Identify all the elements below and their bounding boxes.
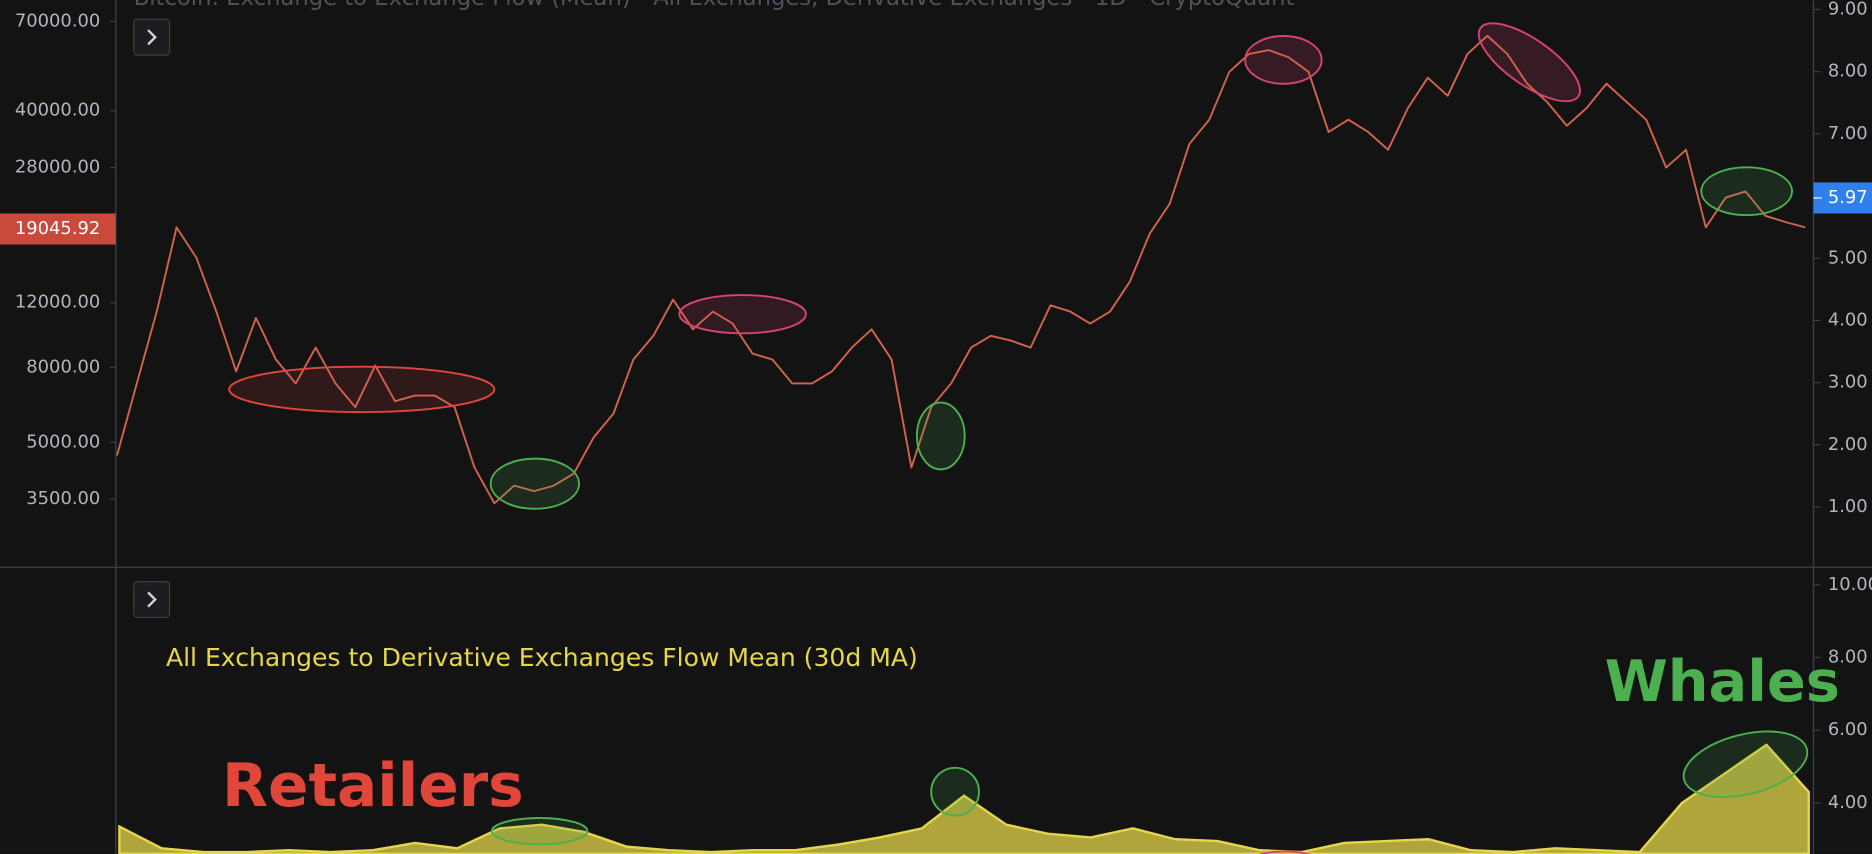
- series-legend: All Exchanges to Derivative Exchanges Fl…: [166, 643, 918, 672]
- highlight-ellipse: [490, 817, 589, 846]
- highlight-ellipse: [930, 766, 980, 817]
- highlight-ellipse: [1244, 35, 1323, 85]
- y-tick-label: 6.00: [1828, 719, 1868, 740]
- y2-tick-label: 3.00: [1828, 372, 1868, 393]
- y-tick-label: 3500.00: [26, 488, 100, 509]
- annotation: Whales: [1605, 648, 1840, 715]
- highlight-ellipse: [1258, 850, 1311, 854]
- y-tick-label: 28000.00: [15, 157, 100, 178]
- flow-area: [118, 743, 1810, 854]
- y2-tick-label: 4.00: [1828, 309, 1868, 330]
- y2-tick-label: 2.00: [1828, 434, 1868, 455]
- button-icon[interactable]: [147, 591, 157, 608]
- annotation: Retailers: [222, 752, 524, 821]
- last-price-label: 19045.92: [15, 218, 100, 239]
- y2-tick-label: 9.00: [1828, 0, 1868, 20]
- highlight-ellipse: [915, 401, 966, 471]
- y2-tick-label: 8.00: [1828, 61, 1868, 82]
- highlight-ellipse: [1700, 166, 1793, 217]
- collapse-button[interactable]: [133, 18, 171, 56]
- y-tick-label: 8000.00: [26, 356, 100, 377]
- y2-tick-label: 7.00: [1828, 123, 1868, 144]
- highlights: [228, 22, 1809, 854]
- y-tick-label: 12000.00: [15, 292, 100, 313]
- highlight-ellipse: [1477, 22, 1581, 103]
- button-icon[interactable]: [147, 29, 157, 46]
- y-tick-label: 4.00: [1828, 792, 1868, 813]
- last-flow-label: 5.97: [1828, 187, 1868, 208]
- chart-title: Bitcoin: Exchange to Exchange Flow (Mean…: [134, 0, 1295, 11]
- y2-tick-label: 5.00: [1828, 247, 1868, 268]
- last-price-badge: [0, 213, 116, 245]
- y-tick-label: 8.00: [1828, 647, 1868, 668]
- price-line: [116, 34, 1806, 505]
- highlight-ellipse: [678, 294, 807, 335]
- button-bg[interactable]: [133, 581, 171, 619]
- highlight-ellipse: [489, 457, 580, 510]
- y-tick-label: 40000.00: [15, 100, 100, 121]
- y2-tick-label: 1.00: [1828, 496, 1868, 517]
- y-tick-label: 10.00: [1828, 574, 1872, 595]
- button-bg[interactable]: [133, 18, 171, 56]
- y-tick-label: 5000.00: [26, 431, 100, 452]
- last-flow-badge: [1813, 182, 1872, 214]
- collapse-button[interactable]: [133, 581, 171, 619]
- highlight-ellipse: [228, 365, 496, 414]
- y-tick-label: 70000.00: [15, 10, 100, 31]
- highlight-ellipse: [1682, 730, 1809, 798]
